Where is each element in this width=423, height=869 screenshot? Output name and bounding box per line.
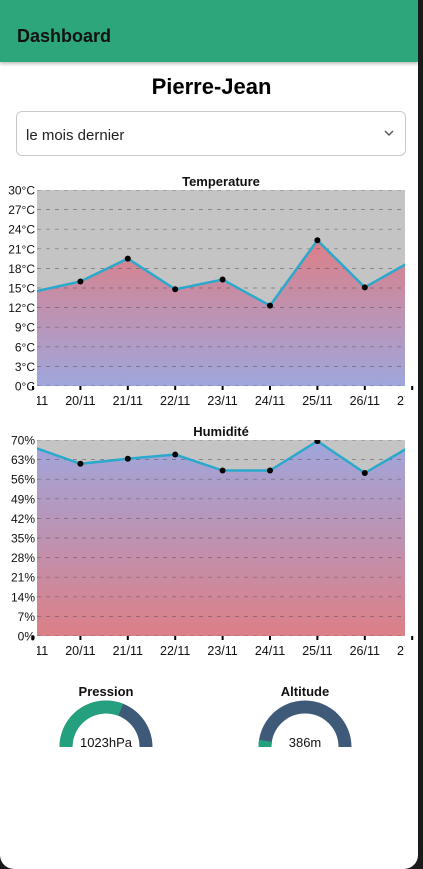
humidity-data-point (124, 455, 131, 462)
humidity-y-tick-label: 14% (11, 590, 35, 604)
humidity-x-tick-label: 25/11 (302, 644, 332, 658)
pressure-gauge-value: 1023hPa (79, 735, 133, 750)
temperature-y-tick-label: 18°C (8, 262, 35, 276)
temperature-x-tick-label: 24/11 (255, 394, 285, 408)
chevron-down-icon (384, 130, 394, 136)
temperature-data-point (267, 302, 273, 309)
temperature-x-tick-label: 21/11 (113, 394, 143, 408)
humidity-data-point (361, 470, 368, 477)
temperature-y-tick-label: 27°C (8, 203, 35, 217)
humidity-y-tick-label: 0% (18, 630, 36, 644)
app-title: Dashboard (17, 26, 112, 46)
humidity-data-point (314, 440, 321, 445)
period-select[interactable]: le mois dernier (16, 111, 406, 156)
altitude-gauge-title: Altitude (280, 684, 330, 699)
humidity-x-tick-label: 26/11 (350, 644, 380, 658)
temperature-y-tick-label: 6°C (15, 340, 35, 354)
humidity-area-fill (37, 441, 405, 636)
temperature-y-tick-label: 15°C (8, 282, 35, 296)
temperature-data-point (124, 255, 131, 262)
pressure-gauge-title: Pression (78, 684, 134, 699)
device-name: Pierre-Jean (151, 74, 272, 99)
humidity-data-point (267, 467, 273, 474)
humidity-y-tick-label: 49% (11, 492, 35, 506)
temperature-y-tick-label: 0°C (15, 380, 35, 394)
altitude-gauge (258, 700, 352, 748)
humidity-data-point (409, 442, 415, 448)
temperature-data-point (172, 286, 179, 293)
temperature-data-point (409, 258, 415, 264)
humidity-x-tick-label: 21/11 (113, 644, 143, 658)
temperature-x-tick-label: 23/11 (207, 394, 237, 408)
humidity-y-tick-label: 42% (11, 512, 35, 526)
temperature-x-tick-label: 26/11 (350, 394, 380, 408)
temperature-y-tick-label: 9°C (15, 321, 35, 335)
temperature-y-tick-label: 30°C (8, 184, 35, 198)
humidity-data-point (77, 460, 84, 467)
humidity-x-tick-label: 24/11 (255, 644, 285, 658)
pressure-gauge-fill (59, 700, 124, 748)
temperature-x-tick-label: 25/11 (302, 394, 332, 408)
humidity-y-tick-label: 35% (11, 532, 35, 546)
temperature-data-point (77, 278, 84, 285)
temperature-y-tick-label: 12°C (8, 301, 35, 315)
temperature-x-tick-label: 20/11 (65, 394, 95, 408)
app-bar: Dashboard (0, 0, 418, 62)
temperature-x-tick-label: 22/11 (160, 394, 190, 408)
humidity-chart: Humidité 0% 7% 14% 21% 28% 35% 42% 49% 56% 63% 70% 1… (11, 424, 418, 658)
humidity-x-tick-label: 27/11 (397, 644, 418, 658)
temperature-y-tick-label: 21°C (8, 242, 35, 256)
altitude-gauge-track (258, 700, 352, 748)
temperature-chart: Temperature 0°C 3°C 6°C 9°C 12°C 15°C 18°C 21°C 2… (8, 174, 418, 408)
humidity-y-tick-label: 21% (11, 571, 35, 585)
humidity-data-point (172, 451, 179, 458)
humidity-y-tick-label: 7% (18, 610, 36, 624)
temperature-area-fill (37, 240, 405, 386)
humidity-y-tick-label: 28% (11, 551, 35, 565)
period-select-value: le mois dernier (26, 127, 125, 144)
temperature-data-point (314, 237, 321, 244)
humidity-x-tick-label: 22/11 (160, 644, 190, 658)
humidity-data-point (219, 467, 226, 474)
humidity-x-tick-label: 19/11 (18, 644, 48, 658)
temperature-data-point (361, 284, 368, 291)
temperature-y-tick-label: 3°C (15, 360, 35, 374)
humidity-y-tick-label: 70% (11, 434, 35, 448)
temperature-x-tick-label: 27/11 (397, 394, 418, 408)
humidity-chart-title: Humidité (193, 424, 249, 439)
temperature-y-tick-label: 24°C (8, 223, 35, 237)
humidity-y-tick-label: 63% (11, 453, 35, 467)
temperature-data-point (219, 276, 226, 283)
altitude-gauge-value: 386m (288, 735, 322, 750)
pressure-gauge (59, 700, 153, 748)
temperature-x-tick-label: 19/11 (18, 394, 48, 408)
humidity-y-tick-label: 56% (11, 473, 35, 487)
temperature-chart-title: Temperature (182, 174, 260, 189)
humidity-x-tick-label: 23/11 (207, 644, 237, 658)
humidity-x-tick-label: 20/11 (65, 644, 95, 658)
